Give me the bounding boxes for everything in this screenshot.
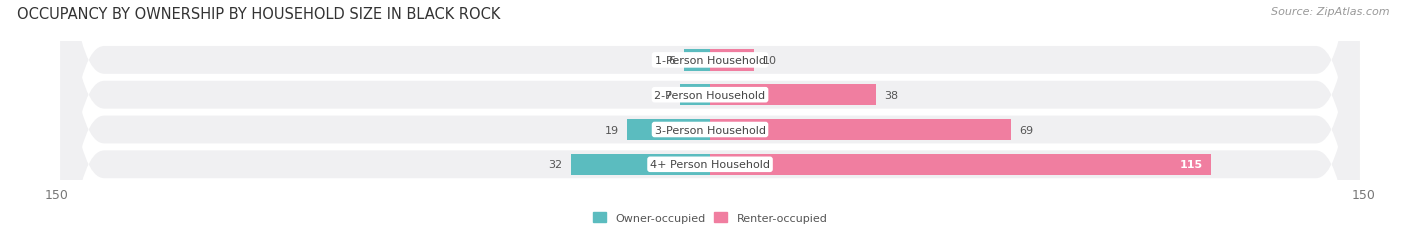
Bar <box>710 50 754 71</box>
Bar <box>627 119 710 141</box>
Bar <box>710 85 876 106</box>
Bar <box>683 50 710 71</box>
Text: 2-Person Household: 2-Person Household <box>654 90 766 100</box>
Text: 4+ Person Household: 4+ Person Household <box>650 160 770 170</box>
Bar <box>679 85 710 106</box>
Text: Source: ZipAtlas.com: Source: ZipAtlas.com <box>1271 7 1389 17</box>
FancyBboxPatch shape <box>60 0 1360 231</box>
Legend: Owner-occupied, Renter-occupied: Owner-occupied, Renter-occupied <box>588 208 832 227</box>
Text: 115: 115 <box>1180 160 1202 170</box>
Text: 7: 7 <box>664 90 671 100</box>
FancyBboxPatch shape <box>60 0 1360 231</box>
FancyBboxPatch shape <box>60 0 1360 231</box>
Text: 69: 69 <box>1019 125 1033 135</box>
Text: 19: 19 <box>605 125 619 135</box>
Text: 3-Person Household: 3-Person Household <box>655 125 765 135</box>
Bar <box>571 154 710 175</box>
Text: 32: 32 <box>548 160 562 170</box>
Bar <box>710 154 1212 175</box>
Bar <box>710 119 1011 141</box>
Text: 38: 38 <box>884 90 898 100</box>
FancyBboxPatch shape <box>60 0 1360 231</box>
Text: 6: 6 <box>668 56 675 66</box>
Text: OCCUPANCY BY OWNERSHIP BY HOUSEHOLD SIZE IN BLACK ROCK: OCCUPANCY BY OWNERSHIP BY HOUSEHOLD SIZE… <box>17 7 501 22</box>
Text: 10: 10 <box>762 56 776 66</box>
Text: 1-Person Household: 1-Person Household <box>655 56 765 66</box>
